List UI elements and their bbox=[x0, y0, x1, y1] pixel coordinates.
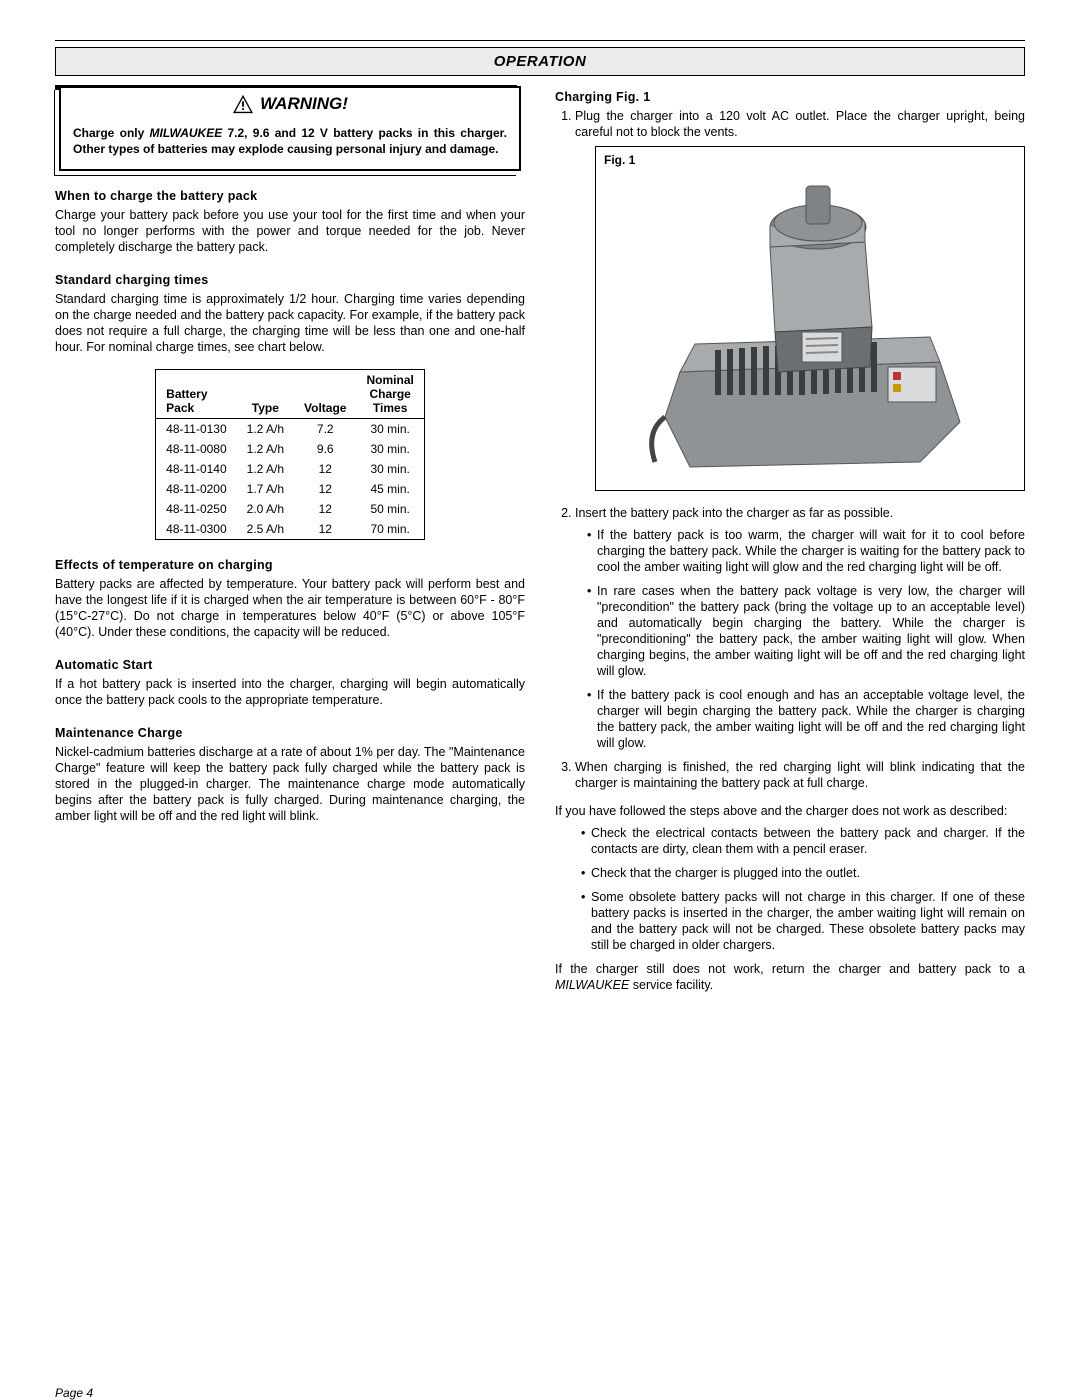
table-cell: 50 min. bbox=[356, 499, 424, 519]
section-header: OPERATION bbox=[55, 47, 1025, 76]
step-2-text: Insert the battery pack into the charger… bbox=[575, 506, 893, 520]
step-3: When charging is finished, the red charg… bbox=[575, 759, 1025, 791]
final-post: service facility. bbox=[629, 978, 713, 992]
table-cell: 48-11-0130 bbox=[156, 419, 237, 440]
table-cell: 1.7 A/h bbox=[237, 479, 294, 499]
heading-auto-start: Automatic Start bbox=[55, 658, 525, 672]
check-obsolete: Some obsolete battery packs will not cha… bbox=[581, 889, 1025, 953]
table-cell: 30 min. bbox=[356, 439, 424, 459]
table-cell: 30 min. bbox=[356, 459, 424, 479]
step-2: Insert the battery pack into the charger… bbox=[575, 505, 1025, 751]
figure-1-box: Fig. 1 bbox=[595, 146, 1025, 491]
figure-1-label: Fig. 1 bbox=[604, 153, 1016, 168]
table-cell: 30 min. bbox=[356, 419, 424, 440]
table-row: 48-11-01401.2 A/h1230 min. bbox=[156, 459, 425, 479]
para-when-to-charge: Charge your battery pack before you use … bbox=[55, 207, 525, 255]
table-cell: 9.6 bbox=[294, 439, 356, 459]
table-cell: 48-11-0080 bbox=[156, 439, 237, 459]
figure-1-image bbox=[620, 172, 1000, 482]
warning-brand: MILWAUKEE bbox=[150, 126, 223, 140]
right-column: Charging Fig. 1 Plug the charger into a … bbox=[555, 86, 1025, 997]
table-cell: 12 bbox=[294, 499, 356, 519]
th-times: NominalChargeTimes bbox=[356, 370, 424, 419]
table-row: 48-11-02502.0 A/h1250 min. bbox=[156, 499, 425, 519]
final-brand: MILWAUKEE bbox=[555, 978, 629, 992]
table-cell: 12 bbox=[294, 519, 356, 540]
bullet-warm: If the battery pack is too warm, the cha… bbox=[587, 527, 1025, 575]
warning-pre: Charge only bbox=[73, 126, 150, 140]
th-battery: BatteryPack bbox=[156, 370, 237, 419]
table-cell: 7.2 bbox=[294, 419, 356, 440]
bullet-precondition: In rare cases when the battery pack volt… bbox=[587, 583, 1025, 679]
bullet-cool: If the battery pack is cool enough and h… bbox=[587, 687, 1025, 751]
para-temp: Battery packs are affected by temperatur… bbox=[55, 576, 525, 640]
table-cell: 48-11-0250 bbox=[156, 499, 237, 519]
table-cell: 12 bbox=[294, 459, 356, 479]
warning-icon bbox=[232, 94, 254, 114]
th-type: Type bbox=[237, 370, 294, 419]
table-cell: 70 min. bbox=[356, 519, 424, 540]
table-row: 48-11-02001.7 A/h1245 min. bbox=[156, 479, 425, 499]
table-cell: 2.5 A/h bbox=[237, 519, 294, 540]
final-note: If the charger still does not work, retu… bbox=[555, 961, 1025, 993]
warning-title-text: WARNING! bbox=[260, 94, 348, 114]
top-rule bbox=[55, 40, 1025, 41]
heading-when-to-charge: When to charge the battery pack bbox=[55, 189, 525, 203]
heading-temp: Effects of temperature on charging bbox=[55, 558, 525, 572]
th-voltage: Voltage bbox=[294, 370, 356, 419]
left-column: WARNING! Charge only MILWAUKEE 7.2, 9.6 … bbox=[55, 86, 525, 997]
table-cell: 1.2 A/h bbox=[237, 439, 294, 459]
table-cell: 2.0 A/h bbox=[237, 499, 294, 519]
warning-body: Charge only MILWAUKEE 7.2, 9.6 and 12 V … bbox=[61, 118, 519, 169]
page-number: Page 4 bbox=[55, 1386, 93, 1400]
troubleshoot-bullets: Check the electrical contacts between th… bbox=[555, 825, 1025, 953]
warning-box: WARNING! Charge only MILWAUKEE 7.2, 9.6 … bbox=[59, 86, 521, 171]
table-cell: 1.2 A/h bbox=[237, 419, 294, 440]
charging-steps: Plug the charger into a 120 volt AC outl… bbox=[555, 108, 1025, 791]
heading-charging: Charging Fig. 1 bbox=[555, 90, 1025, 104]
para-auto-start: If a hot battery pack is inserted into t… bbox=[55, 676, 525, 708]
final-pre: If the charger still does not work, retu… bbox=[555, 962, 1025, 976]
para-maintenance: Nickel-cadmium batteries discharge at a … bbox=[55, 744, 525, 824]
check-contacts: Check the electrical contacts between th… bbox=[581, 825, 1025, 857]
table-cell: 12 bbox=[294, 479, 356, 499]
troubleshoot-intro: If you have followed the steps above and… bbox=[555, 803, 1025, 819]
heading-maintenance: Maintenance Charge bbox=[55, 726, 525, 740]
table-cell: 48-11-0140 bbox=[156, 459, 237, 479]
table-cell: 1.2 A/h bbox=[237, 459, 294, 479]
table-row: 48-11-03002.5 A/h1270 min. bbox=[156, 519, 425, 540]
step-1-text: Plug the charger into a 120 volt AC outl… bbox=[575, 109, 1025, 139]
warning-title: WARNING! bbox=[61, 88, 519, 118]
step-1: Plug the charger into a 120 volt AC outl… bbox=[575, 108, 1025, 491]
table-row: 48-11-01301.2 A/h7.230 min. bbox=[156, 419, 425, 440]
charge-table: BatteryPack Type Voltage NominalChargeTi… bbox=[155, 369, 425, 540]
table-cell: 45 min. bbox=[356, 479, 424, 499]
step-2-bullets: If the battery pack is too warm, the cha… bbox=[575, 527, 1025, 751]
check-plugged: Check that the charger is plugged into t… bbox=[581, 865, 1025, 881]
table-cell: 48-11-0300 bbox=[156, 519, 237, 540]
table-row: 48-11-00801.2 A/h9.630 min. bbox=[156, 439, 425, 459]
table-cell: 48-11-0200 bbox=[156, 479, 237, 499]
heading-std-times: Standard charging times bbox=[55, 273, 525, 287]
para-std-times: Standard charging time is approximately … bbox=[55, 291, 525, 355]
